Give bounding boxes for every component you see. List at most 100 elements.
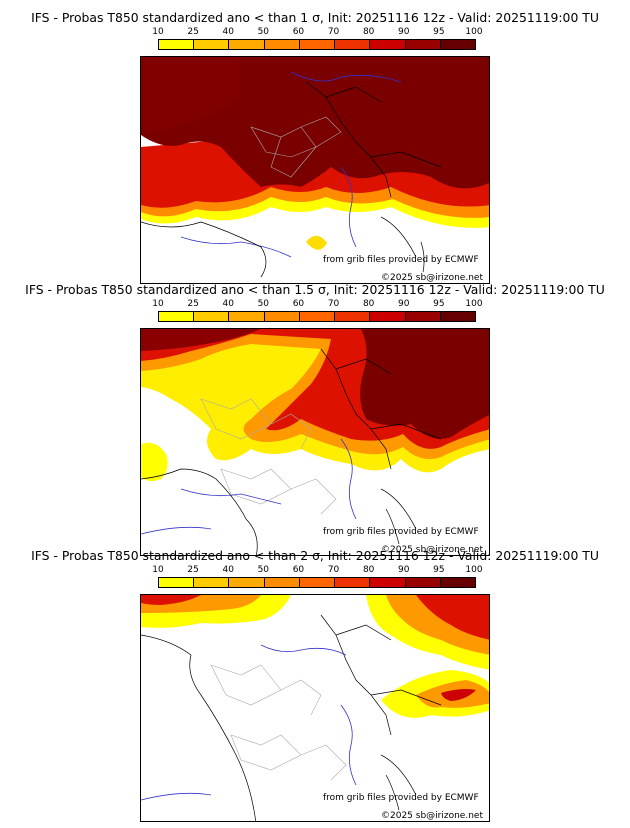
colorbar-swatch [159, 40, 195, 49]
tick-label: 90 [398, 27, 410, 37]
tick-label: 100 [465, 565, 483, 575]
tick-label: 60 [292, 27, 305, 37]
tick-label: 80 [362, 565, 375, 575]
copyright-credit: ©2025 sb@irizone.net [381, 273, 483, 283]
rivers [141, 644, 357, 801]
colorbar-swatch [370, 40, 406, 49]
panel-title: IFS - Probas T850 standardized ano < tha… [25, 282, 605, 297]
prob-area-yellow-spot [306, 235, 327, 250]
prob-area-yellow-west [141, 442, 168, 482]
coastline [141, 634, 417, 821]
tick-label: 80 [362, 27, 375, 37]
tick-label: 50 [257, 299, 270, 309]
prob-area-red-east [416, 595, 489, 640]
colorbar-swatch [229, 312, 265, 321]
copyright-credit: ©2025 sb@irizone.net [381, 811, 483, 821]
prob-area-darkred-edge [141, 57, 241, 135]
tick-label: 40 [222, 299, 234, 309]
colorbar-swatch [370, 578, 406, 587]
colorbar-swatch [229, 40, 265, 49]
colorbar-swatch [440, 312, 475, 321]
colorbar-swatch [194, 40, 230, 49]
rivers [141, 438, 357, 535]
coastline [141, 216, 425, 278]
colorbar-swatch [370, 312, 406, 321]
tick-label: 50 [257, 565, 270, 575]
colorbar [158, 39, 476, 50]
tick-label: 100 [465, 299, 483, 309]
colorbar-swatch [264, 40, 300, 49]
country-borders [305, 81, 442, 198]
source-credit: from grib files provided by ECMWF [323, 793, 479, 803]
tick-label: 95 [433, 27, 445, 37]
colorbar-swatch [229, 578, 265, 587]
source-credit: from grib files provided by ECMWF [323, 255, 479, 265]
colorbar-swatch [440, 40, 475, 49]
coastline [141, 468, 417, 555]
panel-title: IFS - Probas T850 standardized ano < tha… [31, 548, 599, 563]
colorbar-swatch [194, 312, 230, 321]
colorbar-swatch [159, 578, 195, 587]
probability-map: from grib files provided by ECMWF ©2025 … [140, 594, 490, 822]
tick-label: 100 [465, 27, 483, 37]
probability-map: from grib files provided by ECMWF ©2025 … [140, 328, 490, 556]
colorbar-swatch [159, 312, 195, 321]
colorbar-ticks: 10 25 40 50 60 70 80 90 95 100 [152, 298, 482, 310]
colorbar-ticks: 10 25 40 50 60 70 80 90 95 100 [152, 564, 482, 576]
tick-label: 80 [362, 299, 375, 309]
map-panel-1-5-sigma: IFS - Probas T850 standardized ano < tha… [0, 282, 630, 556]
tick-label: 95 [433, 565, 445, 575]
source-credit: from grib files provided by ECMWF [323, 527, 479, 537]
tick-label: 60 [292, 299, 305, 309]
tick-label: 10 [152, 299, 164, 309]
colorbar-swatch [335, 578, 371, 587]
country-borders [320, 348, 442, 470]
colorbar [158, 311, 476, 322]
tick-label: 50 [257, 27, 270, 37]
tick-label: 25 [187, 565, 199, 575]
colorbar [158, 577, 476, 588]
map-graphic [141, 329, 489, 555]
colorbar-swatch [299, 40, 336, 49]
panel-title: IFS - Probas T850 standardized ano < tha… [31, 10, 599, 25]
tick-label: 60 [292, 565, 305, 575]
colorbar-ticks: 10 25 40 50 60 70 80 90 95 100 [152, 26, 482, 38]
tick-label: 10 [152, 565, 164, 575]
region-borders [250, 116, 342, 178]
prob-area-red-alps [441, 689, 476, 701]
region-borders [200, 398, 337, 515]
prob-area-darkred-north [141, 329, 261, 351]
colorbar-swatch [299, 312, 336, 321]
copyright-credit: ©2025 sb@irizone.net [381, 545, 483, 555]
prob-area-red-north [141, 595, 201, 605]
colorbar-swatch [440, 578, 475, 587]
tick-label: 25 [187, 27, 199, 37]
colorbar-swatch [194, 578, 230, 587]
map-panel-1-sigma: IFS - Probas T850 standardized ano < tha… [0, 10, 630, 284]
colorbar-swatch [335, 40, 371, 49]
prob-area-darkred [360, 329, 489, 439]
tick-label: 25 [187, 299, 199, 309]
tick-label: 40 [222, 27, 234, 37]
map-graphic [141, 57, 489, 278]
country-borders [320, 614, 442, 736]
tick-label: 90 [398, 565, 410, 575]
colorbar-swatch [335, 312, 371, 321]
map-panel-2-sigma: IFS - Probas T850 standardized ano < tha… [0, 548, 630, 822]
tick-label: 95 [433, 299, 445, 309]
tick-label: 70 [327, 299, 340, 309]
tick-label: 40 [222, 565, 234, 575]
colorbar-swatch [405, 312, 441, 321]
colorbar-swatch [264, 578, 300, 587]
colorbar-swatch [299, 578, 336, 587]
tick-label: 90 [398, 299, 410, 309]
tick-label: 70 [327, 565, 340, 575]
colorbar-swatch [405, 578, 441, 587]
probability-map: from grib files provided by ECMWF ©2025 … [140, 56, 490, 284]
colorbar-swatch [405, 40, 441, 49]
tick-label: 10 [152, 27, 164, 37]
colorbar-swatch [264, 312, 300, 321]
tick-label: 70 [327, 27, 340, 37]
map-graphic [141, 595, 489, 821]
region-borders [210, 664, 347, 781]
